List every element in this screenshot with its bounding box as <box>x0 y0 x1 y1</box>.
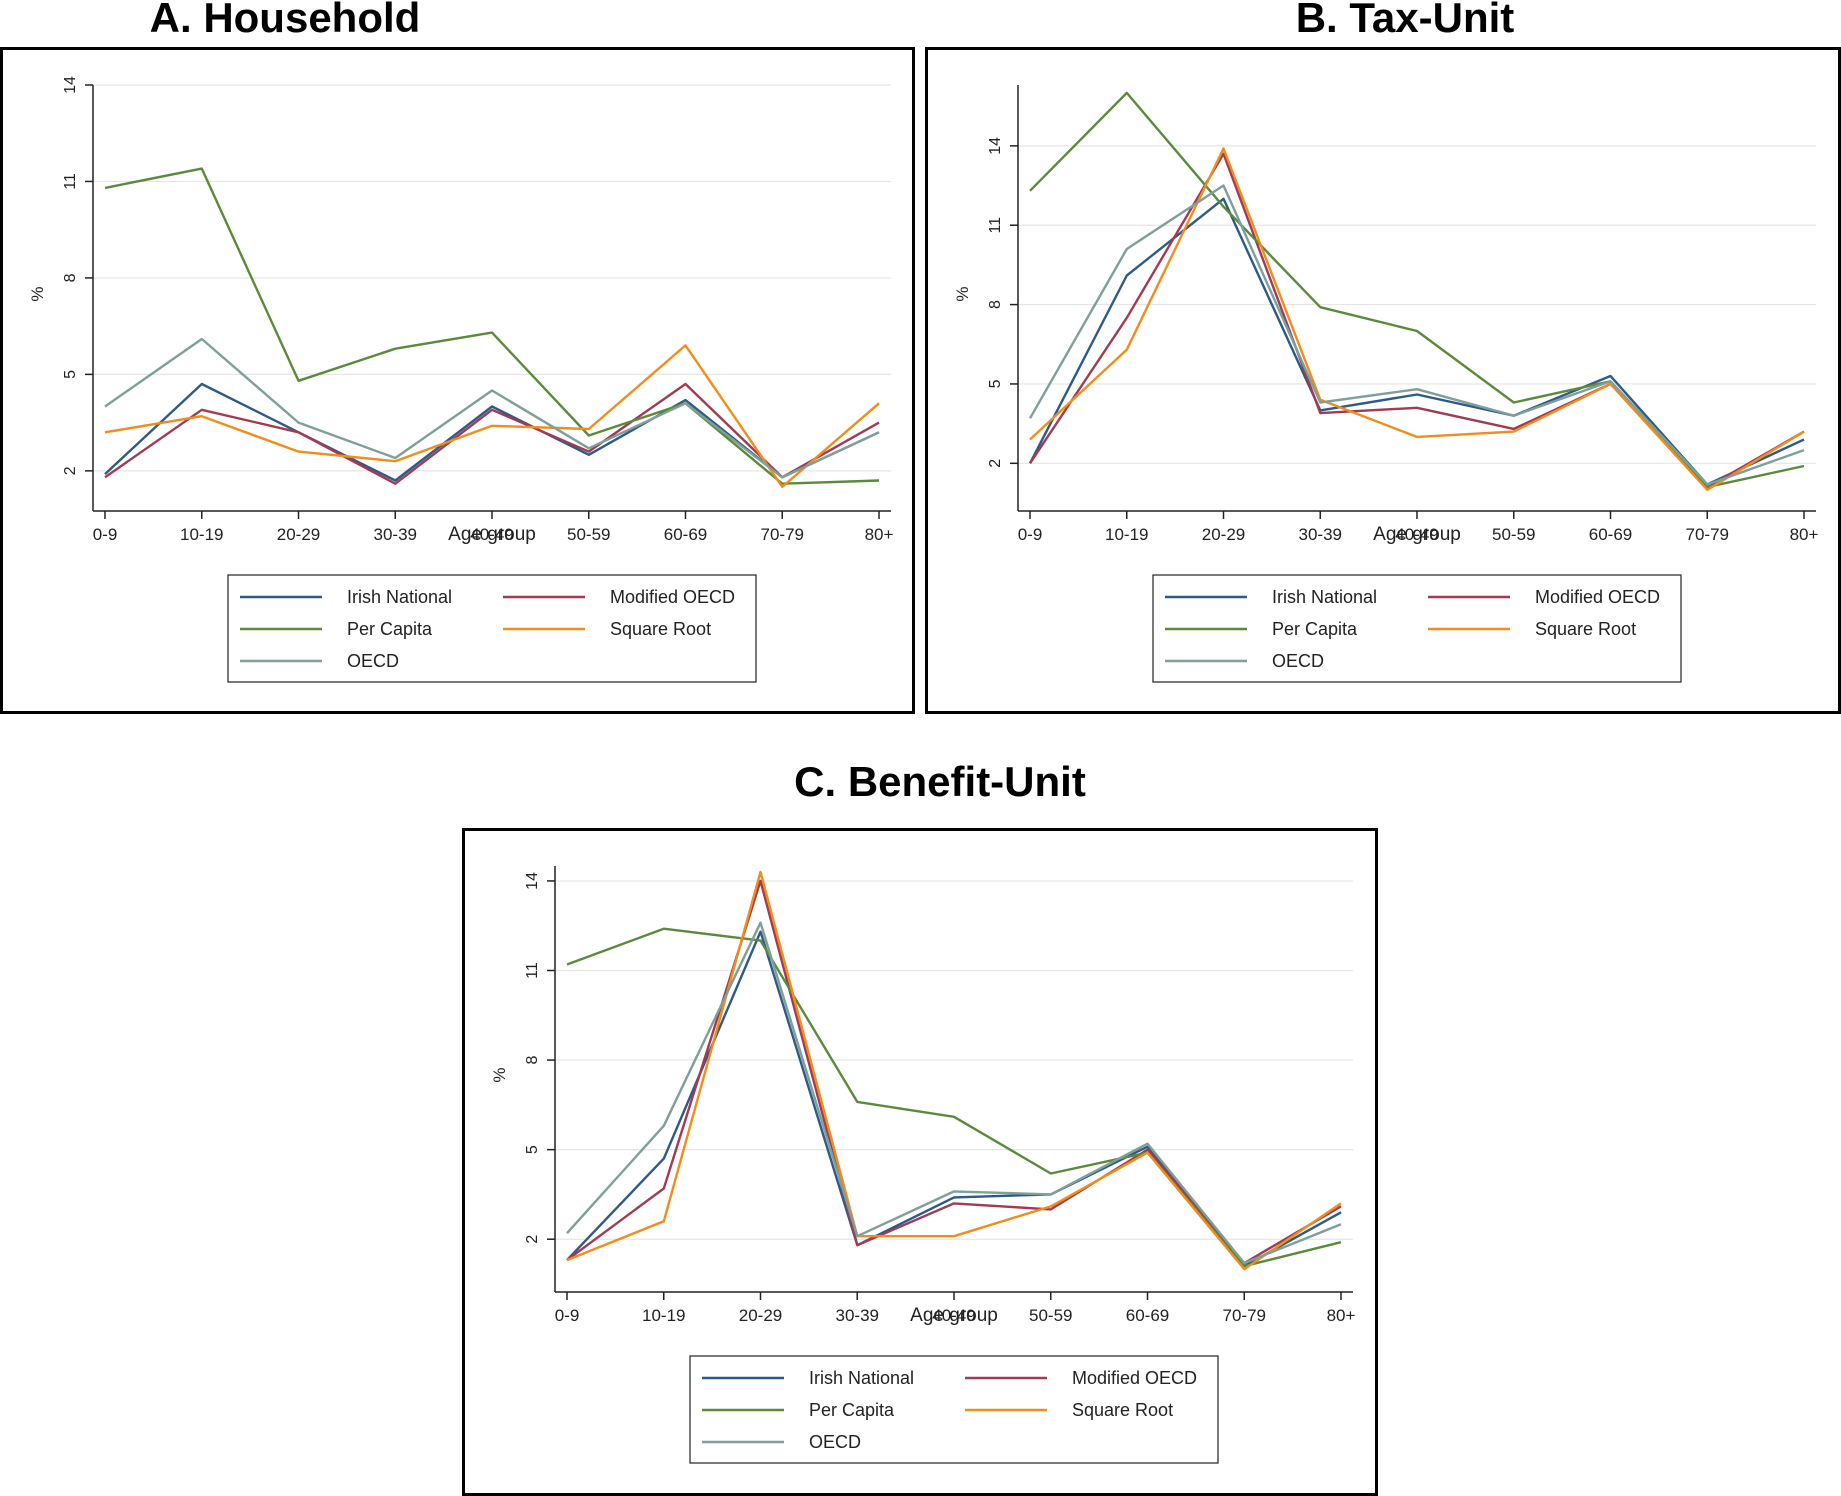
chart-b-x-tick-label: 80+ <box>1790 525 1819 544</box>
chart-b-y-tick-label: 8 <box>987 300 1004 309</box>
chart-c-y-tick-label: 5 <box>524 1145 541 1154</box>
chart-a-y-tick-label: 8 <box>62 273 79 282</box>
chart-b-y-tick-label: 2 <box>987 459 1004 468</box>
chart-b-legend-label-square-root: Square Root <box>1535 619 1636 639</box>
chart-b-y-axis-title: % <box>953 286 972 301</box>
chart-c-x-tick-label: 30-39 <box>836 1306 879 1325</box>
chart-b-series-oecd <box>1028 184 1805 486</box>
chart-c-series-square-root <box>566 870 1342 1271</box>
chart-c-series-oecd <box>566 921 1342 1265</box>
chart-a-series-modified-oecd <box>104 382 880 485</box>
chart-c-y-tick-label: 2 <box>524 1235 541 1244</box>
chart-a-x-tick-label: 80+ <box>865 525 894 544</box>
chart-b-legend-label-oecd: OECD <box>1272 651 1324 671</box>
chart-b-x-axis-title: Age group <box>1373 524 1461 545</box>
chart-b-y-tick-label: 5 <box>987 379 1004 388</box>
chart-c-x-tick-label: 70-79 <box>1223 1306 1266 1325</box>
chart-a-y-tick-label: 2 <box>62 466 79 475</box>
chart-b-legend-label-per-capita: Per Capita <box>1272 619 1358 639</box>
chart-a-y-tick-label: 14 <box>62 76 79 94</box>
chart-c-legend-label-per-capita: Per Capita <box>809 1400 895 1420</box>
chart-c-legend-label-irish-national: Irish National <box>809 1368 914 1388</box>
chart-a-x-tick-label: 0-9 <box>93 525 118 544</box>
chart-a-x-tick-label: 60-69 <box>664 525 707 544</box>
chart-c-series-modified-oecd <box>566 879 1342 1265</box>
chart-b-series-per-capita <box>1029 91 1805 489</box>
chart-a-plot: 2 5 8 11 14% 0-9 10-19 20-29 30-39 40-49 50-59 60-6… <box>28 76 894 683</box>
chart-c-y-tick-label: 8 <box>524 1056 541 1065</box>
chart-c-y-tick-label: 11 <box>524 962 541 979</box>
chart-a-series-irish-national <box>104 382 880 482</box>
panel-c-title: C. Benefit-Unit <box>794 758 1086 805</box>
chart-c-x-axis-title: Age group <box>910 1305 998 1326</box>
chart-b-x-tick-label: 40-49 <box>1395 525 1438 544</box>
panel-a-title: A. Household <box>149 0 421 41</box>
chart-a-legend-label-square-root: Square Root <box>610 619 711 639</box>
chart-a-y-tick-label: 11 <box>62 173 79 190</box>
chart-b-legend-label-irish-national: Irish National <box>1272 587 1377 607</box>
panel-b-title: B. Tax-Unit <box>1295 0 1515 41</box>
chart-b-x-tick-label: 20-29 <box>1202 525 1245 544</box>
chart-a-x-tick-label: 30-39 <box>374 525 417 544</box>
chart-a-legend-label-oecd: OECD <box>347 651 399 671</box>
chart-c-plot: 2 5 8 11 14% 0-9 10-19 20-29 30-39 40-49 50-59 60-6… <box>490 866 1356 1464</box>
chart-a-series-oecd <box>104 337 880 479</box>
chart-c-x-tick-label: 20-29 <box>739 1306 782 1325</box>
chart-b-plot: 2 5 8 11 14% 0-9 10-19 20-29 30-39 40-49 50-59 60-6… <box>953 85 1819 683</box>
chart-a-legend-label-irish-national: Irish National <box>347 587 452 607</box>
chart-c-legend-label-oecd: OECD <box>809 1432 861 1452</box>
panel-a-frame: 2 5 8 11 14% 0-9 10-19 20-29 30-39 40-49 50-59 60-6… <box>0 47 915 714</box>
chart-c-x-tick-label: 80+ <box>1327 1306 1356 1325</box>
chart-a-y-tick-label: 5 <box>62 370 79 379</box>
chart-c-y-axis-title: % <box>490 1067 509 1082</box>
chart-a-series-per-capita <box>104 167 880 485</box>
chart-c-legend-label-square-root: Square Root <box>1072 1400 1173 1420</box>
chart-a-x-tick-label: 50-59 <box>567 525 610 544</box>
chart-c-series-irish-national <box>566 930 1342 1268</box>
chart-a-legend-label-per-capita: Per Capita <box>347 619 433 639</box>
chart-c-series-per-capita <box>566 927 1342 1268</box>
chart-c-x-tick-label: 10-19 <box>642 1306 685 1325</box>
chart-a-x-tick-label: 10-19 <box>180 525 223 544</box>
chart-b-x-tick-label: 70-79 <box>1686 525 1729 544</box>
chart-a-x-tick-label: 20-29 <box>277 525 320 544</box>
chart-b-x-tick-label: 50-59 <box>1492 525 1535 544</box>
chart-b-y-tick-label: 11 <box>987 217 1004 234</box>
chart-b-x-tick-label: 60-69 <box>1589 525 1632 544</box>
chart-a-x-tick-label: 40-49 <box>470 525 513 544</box>
chart-b-x-tick-label: 10-19 <box>1105 525 1148 544</box>
chart-b-series-irish-national <box>1028 197 1805 486</box>
chart-b-legend-label-modified-oecd: Modified OECD <box>1535 587 1660 607</box>
chart-c-x-tick-label: 0-9 <box>555 1306 580 1325</box>
chart-b-y-tick-label: 14 <box>987 137 1004 155</box>
chart-a-legend-label-modified-oecd: Modified OECD <box>610 587 735 607</box>
chart-c-x-tick-label: 40-49 <box>932 1306 975 1325</box>
panel-c-frame: 2 5 8 11 14% 0-9 10-19 20-29 30-39 40-49 50-59 60-6… <box>462 828 1378 1496</box>
chart-a-series-square-root <box>104 344 880 489</box>
chart-b-x-tick-label: 0-9 <box>1018 525 1043 544</box>
chart-c-y-tick-label: 14 <box>524 872 541 890</box>
chart-c-x-tick-label: 60-69 <box>1126 1306 1169 1325</box>
chart-b-x-tick-label: 30-39 <box>1299 525 1342 544</box>
chart-b-series-square-root <box>1029 147 1805 491</box>
chart-c-legend-label-modified-oecd: Modified OECD <box>1072 1368 1197 1388</box>
panel-b-frame: 2 5 8 11 14% 0-9 10-19 20-29 30-39 40-49 50-59 60-6… <box>925 47 1841 714</box>
chart-a-x-axis-title: Age group <box>448 524 536 545</box>
chart-c-x-tick-label: 50-59 <box>1029 1306 1072 1325</box>
chart-a-y-axis-title: % <box>28 286 47 301</box>
chart-a-x-tick-label: 70-79 <box>761 525 804 544</box>
